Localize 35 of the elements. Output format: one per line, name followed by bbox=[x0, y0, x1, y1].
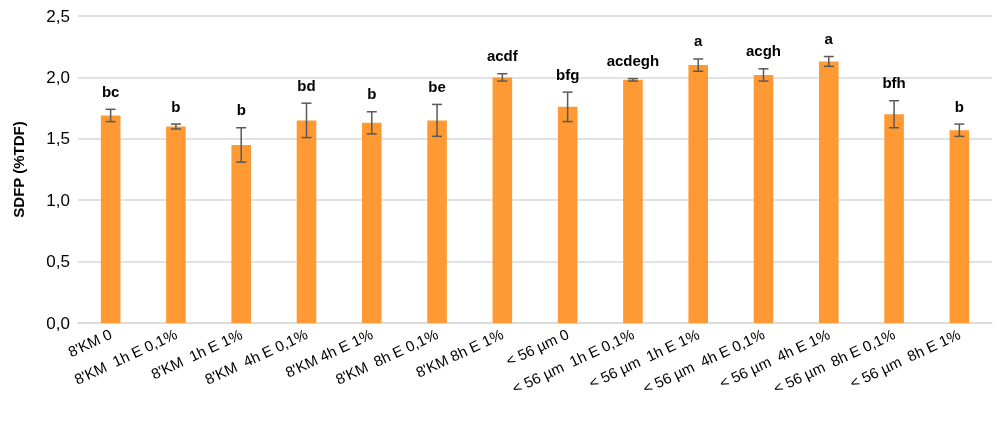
bar bbox=[296, 120, 317, 323]
bar bbox=[166, 126, 186, 323]
bar bbox=[427, 120, 447, 323]
annotation: b bbox=[367, 85, 377, 103]
y-axis-title: SDFP (%TDF) bbox=[10, 121, 27, 218]
y-tick-label: 2,0 bbox=[46, 67, 70, 87]
bar bbox=[231, 144, 252, 323]
annotation: a bbox=[694, 32, 704, 50]
bar bbox=[557, 106, 578, 323]
y-tick-label: 2,5 bbox=[46, 6, 70, 26]
annotation: a bbox=[824, 30, 834, 48]
y-tick-label: 0,0 bbox=[46, 313, 70, 333]
bar bbox=[688, 65, 709, 323]
bar bbox=[100, 115, 121, 323]
annotation: bd bbox=[297, 76, 316, 94]
annotation: b bbox=[171, 97, 181, 115]
y-tick-label: 1,0 bbox=[46, 190, 70, 210]
annotation: bc bbox=[101, 82, 120, 100]
annotation: acgh bbox=[745, 42, 782, 60]
bar bbox=[492, 77, 513, 323]
annotation: acdegh bbox=[606, 52, 660, 70]
annotation: bfg bbox=[555, 65, 580, 83]
annotation: bfh bbox=[882, 74, 906, 92]
bar bbox=[884, 114, 904, 323]
bar bbox=[949, 130, 970, 323]
bar bbox=[818, 61, 839, 323]
bar bbox=[623, 79, 643, 323]
y-tick-label: 1,5 bbox=[46, 129, 70, 149]
annotation: b bbox=[954, 97, 964, 115]
annotation: acdf bbox=[486, 47, 519, 65]
annotation: be bbox=[428, 77, 446, 95]
y-tick-label: 0,5 bbox=[46, 252, 70, 272]
bar bbox=[753, 74, 774, 323]
annotation: b bbox=[236, 101, 246, 119]
bar bbox=[361, 122, 382, 323]
